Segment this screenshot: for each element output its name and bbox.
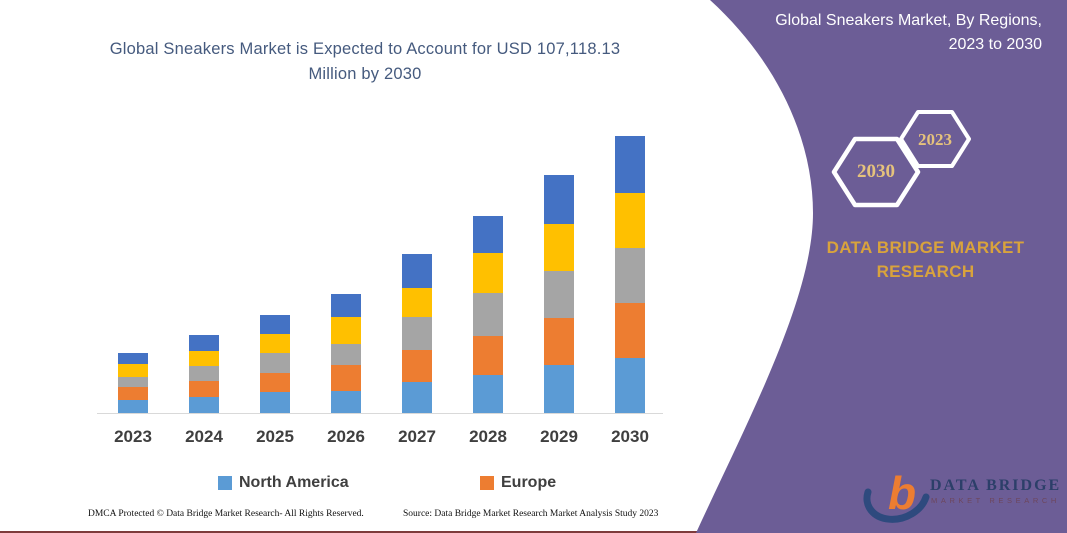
plot-area: 2023 2024 2025 2026 2027 2028 2029 2030 [97, 136, 663, 446]
x-axis-label-2028: 2028 [469, 427, 507, 446]
bar-segment-North America [118, 400, 148, 413]
bar-segment-unlabeled-yellow [402, 288, 432, 317]
x-axis-label-2023: 2023 [114, 427, 152, 446]
bar-segment-unlabeled-yellow [615, 193, 645, 248]
chart-legend: North America Europe [0, 474, 700, 498]
stacked-bar-2025 [260, 315, 290, 413]
bar-segment-Europe [473, 336, 503, 375]
bar-segment-Europe [260, 373, 290, 392]
bar-segment-unlabeled-dark-blue [189, 335, 219, 351]
stacked-bar-2030 [615, 136, 645, 413]
bar-segment-Europe [615, 303, 645, 358]
stacked-bar-2023 [118, 353, 148, 413]
bar-segment-Europe [118, 387, 148, 400]
bar-segment-unlabeled-dark-blue [331, 294, 361, 317]
bar-segment-unlabeled-dark-blue [615, 136, 645, 193]
legend-swatch-europe [480, 476, 494, 490]
x-axis-label-2030: 2030 [611, 427, 649, 446]
hexagon-2023-label: 2023 [918, 130, 952, 149]
bar-segment-Europe [402, 350, 432, 382]
legend-item-north-america: North America [218, 474, 349, 492]
bar-segment-North America [189, 397, 219, 413]
source-note: Source: Data Bridge Market Research Mark… [403, 509, 659, 519]
stacked-bar-2028 [473, 216, 503, 413]
stacked-bar-2029 [544, 175, 574, 413]
x-axis-label-2025: 2025 [256, 427, 294, 446]
hexagon-2023-icon [899, 110, 971, 168]
bar-segment-unlabeled-gray [615, 248, 645, 303]
bar-segment-North America [402, 382, 432, 413]
hexagon-2030-label: 2030 [857, 161, 895, 182]
chart-title: Global Sneakers Market is Expected to Ac… [109, 40, 621, 83]
logo-wordmark: DATA BRIDGE [930, 477, 1061, 494]
bar-segment-Europe [544, 318, 574, 365]
legend-swatch-north-america [218, 476, 232, 490]
legend-label: North America [239, 474, 349, 491]
brand-name: DATA BRIDGE MARKET RESEARCH [826, 238, 1025, 281]
bar-segment-Europe [331, 365, 361, 391]
bar-segment-unlabeled-gray [402, 317, 432, 350]
x-axis-label-2029: 2029 [540, 427, 578, 446]
bar-segment-unlabeled-yellow [331, 317, 361, 344]
bar-segment-unlabeled-gray [260, 353, 290, 373]
x-axis-label-2027: 2027 [398, 427, 436, 446]
stacked-bar-2024 [189, 335, 219, 413]
bar-segment-North America [615, 358, 645, 413]
dmca-notice: DMCA Protected © Data Bridge Market Rese… [88, 509, 364, 519]
bar-segment-unlabeled-gray [331, 344, 361, 365]
data-bridge-logo: b DATA BRIDGE MARKET RESEARCH [863, 467, 1061, 523]
bar-segment-unlabeled-yellow [473, 253, 503, 293]
bottom-divider [0, 531, 1067, 533]
hexagon-2030-icon [831, 136, 921, 208]
legend-label: Europe [501, 474, 557, 491]
logo-tagline: MARKET RESEARCH [931, 496, 1060, 505]
bar-segment-unlabeled-yellow [189, 351, 219, 366]
bar-segment-North America [544, 365, 574, 413]
bar-segment-Europe [189, 381, 219, 397]
bar-segment-unlabeled-gray [473, 293, 503, 336]
bar-segment-North America [473, 375, 503, 413]
bar-segment-unlabeled-gray [118, 377, 148, 387]
logo-b-icon: b [888, 467, 916, 519]
x-axis-label-2026: 2026 [327, 427, 365, 446]
bar-segment-unlabeled-gray [544, 271, 574, 318]
bar-segment-unlabeled-dark-blue [260, 315, 290, 334]
bar-segment-North America [260, 392, 290, 413]
bar-segment-unlabeled-dark-blue [544, 175, 574, 224]
x-axis-label-2024: 2024 [185, 427, 223, 446]
legend-item-europe: Europe [480, 474, 556, 492]
stacked-bar-2026 [331, 294, 361, 413]
x-axis-line [97, 413, 663, 414]
stacked-bar-2027 [402, 254, 432, 413]
bar-segment-North America [331, 391, 361, 413]
bar-segment-unlabeled-dark-blue [402, 254, 432, 288]
side-panel-background [696, 0, 1067, 533]
bar-segment-unlabeled-dark-blue [473, 216, 503, 253]
bar-segment-unlabeled-gray [189, 366, 219, 381]
bar-segment-unlabeled-yellow [544, 224, 574, 271]
bar-segment-unlabeled-dark-blue [118, 353, 148, 364]
side-panel-heading: Global Sneakers Market, By Regions, 2023… [775, 12, 1042, 53]
bar-segment-unlabeled-yellow [260, 334, 290, 353]
bar-segment-unlabeled-yellow [118, 364, 148, 377]
logo-swoosh-icon [863, 488, 930, 523]
